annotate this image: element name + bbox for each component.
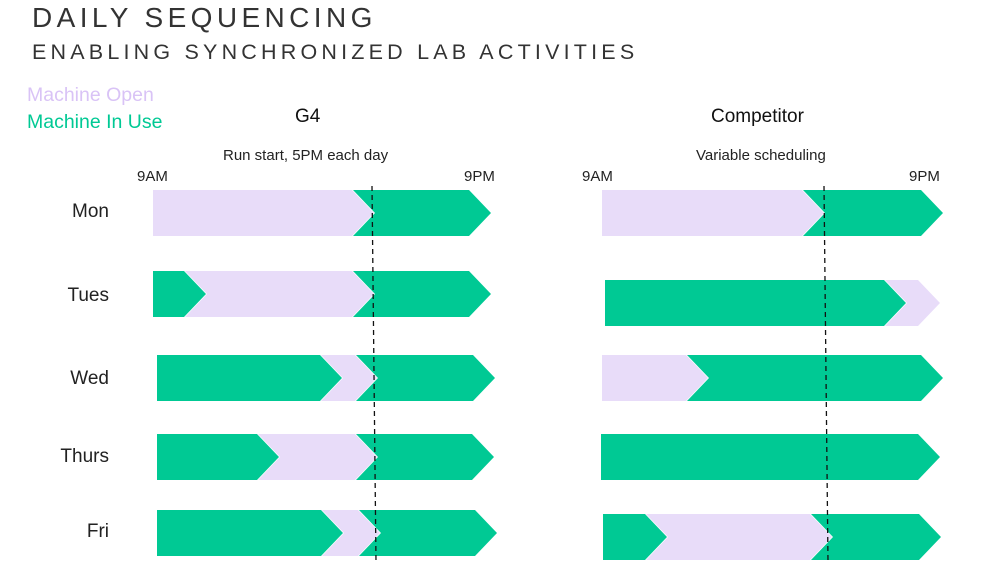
competitor-bar-wed-open-1 xyxy=(602,355,708,401)
competitor-bar-thurs-in-use-1 xyxy=(601,434,940,480)
time-end-label-competitor: 9PM xyxy=(909,168,940,185)
g4-bar-fri-open-2 xyxy=(322,510,380,556)
competitor-bar-tues-open-2 xyxy=(885,280,940,326)
competitor-bar-fri-in-use-3 xyxy=(811,514,941,560)
g4-bar-tues-in-use-3 xyxy=(353,271,491,317)
page-title: DAILY SEQUENCING xyxy=(32,2,377,33)
g4-bar-mon-open-1 xyxy=(153,190,374,236)
panel-title-competitor: Competitor xyxy=(711,106,804,127)
time-start-label-competitor: 9AM xyxy=(582,168,613,185)
competitor-bar-mon-in-use-2 xyxy=(803,190,943,236)
page-subtitle: ENABLING SYNCHRONIZED LAB ACTIVITIES xyxy=(32,40,639,64)
panel-title-g4: G4 xyxy=(295,106,321,127)
day-label-fri: Fri xyxy=(86,521,109,542)
g4-bar-wed-in-use-3 xyxy=(356,355,495,401)
panel-note-competitor: Variable scheduling xyxy=(696,147,826,164)
g4-bar-wed-open-2 xyxy=(321,355,377,401)
g4-bar-fri-in-use-3 xyxy=(359,510,497,556)
panel-note-g4: Run start, 5PM each day xyxy=(223,147,389,164)
day-label-mon: Mon xyxy=(72,201,109,222)
competitor-bar-fri-in-use-1 xyxy=(603,514,667,560)
g4-bar-thurs-in-use-1 xyxy=(157,434,279,480)
day-label-wed: Wed xyxy=(70,368,109,389)
g4-bar-mon-in-use-2 xyxy=(353,190,491,236)
g4-bar-thurs-open-2 xyxy=(258,434,377,480)
time-start-label-g4: 9AM xyxy=(137,168,168,185)
competitor-bar-wed-in-use-2 xyxy=(687,355,943,401)
legend-machine-open: Machine Open xyxy=(27,84,154,106)
g4-bar-wed-in-use-1 xyxy=(157,355,342,401)
time-end-label-g4: 9PM xyxy=(464,168,495,185)
g4-bar-fri-in-use-1 xyxy=(157,510,343,556)
g4-bar-tues-open-2 xyxy=(185,271,374,317)
competitor-bar-mon-open-1 xyxy=(602,190,824,236)
legend-machine-in-use: Machine In Use xyxy=(27,111,163,133)
day-label-thurs: Thurs xyxy=(60,446,109,467)
g4-bar-tues-in-use-1 xyxy=(153,271,206,317)
g4-bar-thurs-in-use-3 xyxy=(356,434,494,480)
day-label-tues: Tues xyxy=(67,285,109,306)
competitor-bar-tues-in-use-1 xyxy=(605,280,906,326)
competitor-bar-fri-open-2 xyxy=(646,514,832,560)
